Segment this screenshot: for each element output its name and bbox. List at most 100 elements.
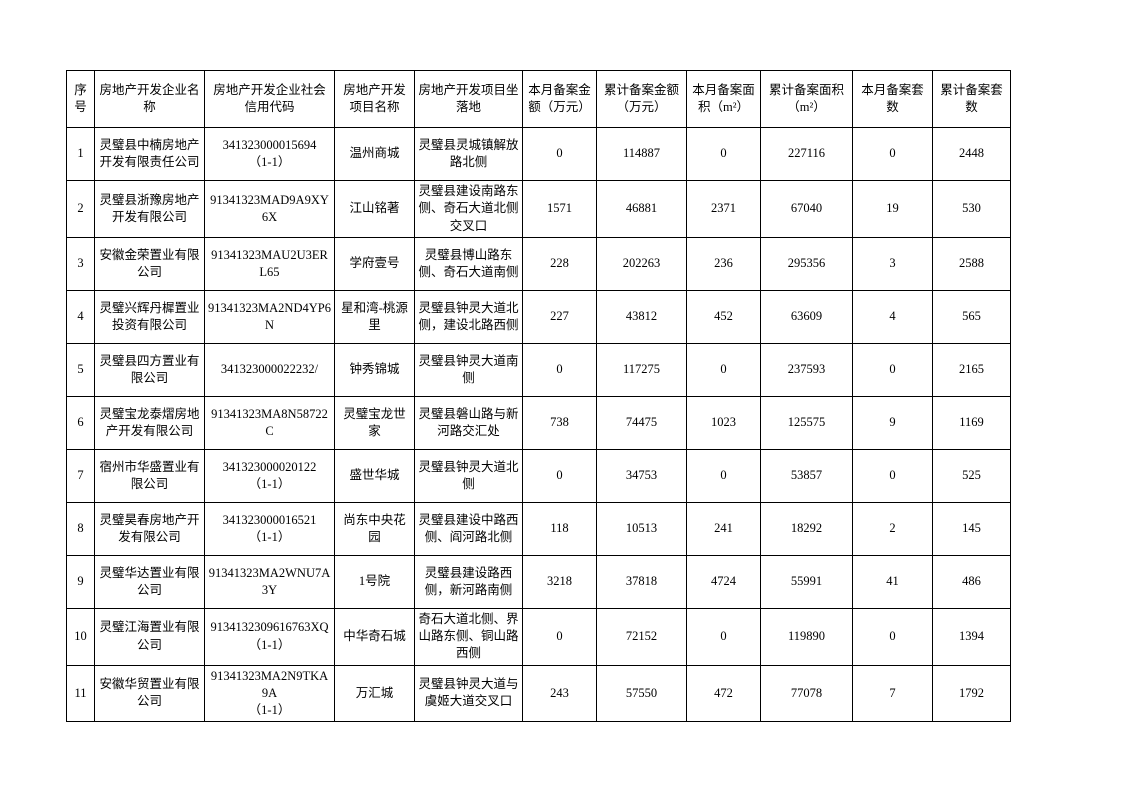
- cell-project: 灵璧宝龙世家: [334, 395, 415, 450]
- cell-month_amount: 1571: [522, 180, 597, 238]
- cell-location: 灵璧县博山路东侧、奇石大道南侧: [414, 236, 523, 291]
- cell-month_area: 4724: [686, 554, 761, 609]
- cell-total_units: 2165: [932, 342, 1011, 397]
- cell-seq: 6: [66, 395, 95, 450]
- column-header-location: 房地产开发项目坐落地: [414, 70, 523, 128]
- column-header-total_area: 累计备案面积（m²）: [760, 70, 853, 128]
- table-row: 2 灵璧县浙豫房地产开发有限公司 91341323MAD9A9XY6X 江山铭著 灵璧县…: [66, 180, 1011, 238]
- cell-total_area: 63609: [760, 289, 853, 344]
- cell-total_amount: 117275: [596, 342, 687, 397]
- cell-total_area: 227116: [760, 127, 853, 181]
- cell-credit_code: 91341323MA2WNU7A3Y: [204, 554, 335, 609]
- table-row: 3 安徽金荣置业有限公司 91341323MAU2U3ERL65 学府壹号 灵璧县博山路…: [66, 236, 1011, 291]
- cell-location: 灵璧县钟灵大道南侧: [414, 342, 523, 397]
- cell-total_amount: 34753: [596, 448, 687, 503]
- cell-seq: 5: [66, 342, 95, 397]
- cell-total_area: 295356: [760, 236, 853, 291]
- cell-month_area: 472: [686, 664, 761, 723]
- cell-company: 宿州市华盛置业有限公司: [94, 448, 205, 503]
- cell-month_area: 241: [686, 501, 761, 556]
- cell-month_area: 0: [686, 448, 761, 503]
- cell-total_units: 525: [932, 448, 1011, 503]
- cell-month_amount: 0: [522, 607, 597, 666]
- table-row: 1 灵璧县中楠房地产开发有限责任公司 341323000015694 （1-1） 温州…: [66, 127, 1011, 181]
- cell-total_area: 237593: [760, 342, 853, 397]
- table-header-row: 序号 房地产开发企业名称 房地产开发企业社会信用代码 房地产开发项目名称 房地产开发项目…: [66, 70, 1011, 128]
- cell-seq: 3: [66, 236, 95, 291]
- cell-credit_code: 91341323MA8N58722C: [204, 395, 335, 450]
- column-header-total_units: 累计备案套数: [932, 70, 1011, 128]
- column-header-month_amount: 本月备案金额（万元）: [522, 70, 597, 128]
- cell-credit_code: 341323000016521 （1-1）: [204, 501, 335, 556]
- cell-month_area: 2371: [686, 180, 761, 238]
- cell-company: 灵璧县四方置业有限公司: [94, 342, 205, 397]
- cell-total_units: 565: [932, 289, 1011, 344]
- cell-total_amount: 74475: [596, 395, 687, 450]
- cell-month_area: 0: [686, 607, 761, 666]
- cell-location: 灵璧县钟灵大道与虞姬大道交叉口: [414, 664, 523, 723]
- cell-total_area: 55991: [760, 554, 853, 609]
- cell-company: 灵璧昊春房地产开发有限公司: [94, 501, 205, 556]
- cell-total_area: 53857: [760, 448, 853, 503]
- cell-month_units: 2: [852, 501, 933, 556]
- cell-total_amount: 57550: [596, 664, 687, 723]
- cell-total_area: 77078: [760, 664, 853, 723]
- cell-total_units: 486: [932, 554, 1011, 609]
- cell-month_area: 0: [686, 342, 761, 397]
- table-row: 4 灵璧兴辉丹樨置业投资有限公司 91341323MA2ND4YP6N 星和湾-桃源里…: [66, 289, 1011, 344]
- document-page: 序号 房地产开发企业名称 房地产开发企业社会信用代码 房地产开发项目名称 房地产开发项目…: [66, 70, 1011, 723]
- cell-month_units: 0: [852, 342, 933, 397]
- cell-total_units: 530: [932, 180, 1011, 238]
- cell-location: 灵璧县钟灵大道北侧，建设北路西侧: [414, 289, 523, 344]
- cell-credit_code: 341323000022232/: [204, 342, 335, 397]
- cell-total_units: 1792: [932, 664, 1011, 723]
- cell-month_amount: 738: [522, 395, 597, 450]
- cell-location: 灵璧县钟灵大道北侧: [414, 448, 523, 503]
- table-row: 8 灵璧昊春房地产开发有限公司 341323000016521 （1-1） 尚东中央花…: [66, 501, 1011, 556]
- cell-location: 灵璧县建设中路西侧、阎河路北侧: [414, 501, 523, 556]
- cell-total_units: 1169: [932, 395, 1011, 450]
- cell-credit_code: 91341323MAD9A9XY6X: [204, 180, 335, 238]
- table-row: 6 灵璧宝龙泰熠房地产开发有限公司 91341323MA8N58722C 灵璧宝龙世家…: [66, 395, 1011, 450]
- cell-credit_code: 91341323MA2N9TKA9A （1-1）: [204, 664, 335, 723]
- cell-project: 江山铭著: [334, 180, 415, 238]
- cell-project: 学府壹号: [334, 236, 415, 291]
- cell-project: 1号院: [334, 554, 415, 609]
- cell-month_area: 1023: [686, 395, 761, 450]
- cell-company: 灵璧江海置业有限公司: [94, 607, 205, 666]
- cell-seq: 1: [66, 127, 95, 181]
- cell-month_amount: 0: [522, 342, 597, 397]
- cell-seq: 2: [66, 180, 95, 238]
- cell-total_amount: 114887: [596, 127, 687, 181]
- cell-project: 中华奇石城: [334, 607, 415, 666]
- cell-total_amount: 46881: [596, 180, 687, 238]
- cell-month_amount: 0: [522, 448, 597, 503]
- cell-total_units: 2448: [932, 127, 1011, 181]
- cell-total_units: 1394: [932, 607, 1011, 666]
- cell-month_amount: 118: [522, 501, 597, 556]
- cell-company: 灵璧华达置业有限公司: [94, 554, 205, 609]
- cell-project: 星和湾-桃源里: [334, 289, 415, 344]
- table-row: 5 灵璧县四方置业有限公司 341323000022232/钟秀锦城 灵璧县钟灵大道南…: [66, 342, 1011, 397]
- cell-month_units: 9: [852, 395, 933, 450]
- cell-total_units: 145: [932, 501, 1011, 556]
- column-header-month_area: 本月备案面积（m²）: [686, 70, 761, 128]
- cell-company: 灵璧县中楠房地产开发有限责任公司: [94, 127, 205, 181]
- cell-company: 灵璧宝龙泰熠房地产开发有限公司: [94, 395, 205, 450]
- table-row: 7 宿州市华盛置业有限公司 341323000020122 （1-1） 盛世华城 灵璧县…: [66, 448, 1011, 503]
- cell-month_units: 19: [852, 180, 933, 238]
- cell-total_area: 119890: [760, 607, 853, 666]
- cell-month_amount: 0: [522, 127, 597, 181]
- cell-credit_code: 91341323MA2ND4YP6N: [204, 289, 335, 344]
- cell-company: 安徽华贸置业有限公司: [94, 664, 205, 723]
- cell-location: 灵璧县灵城镇解放路北侧: [414, 127, 523, 181]
- cell-month_area: 236: [686, 236, 761, 291]
- cell-credit_code: 9134132309616763XQ （1-1）: [204, 607, 335, 666]
- cell-month_area: 452: [686, 289, 761, 344]
- cell-seq: 9: [66, 554, 95, 609]
- column-header-month_units: 本月备案套数: [852, 70, 933, 128]
- cell-company: 灵璧县浙豫房地产开发有限公司: [94, 180, 205, 238]
- cell-total_area: 18292: [760, 501, 853, 556]
- cell-seq: 7: [66, 448, 95, 503]
- table-row: 10 灵璧江海置业有限公司 9134132309616763XQ （1-1） 中华奇石…: [66, 607, 1011, 666]
